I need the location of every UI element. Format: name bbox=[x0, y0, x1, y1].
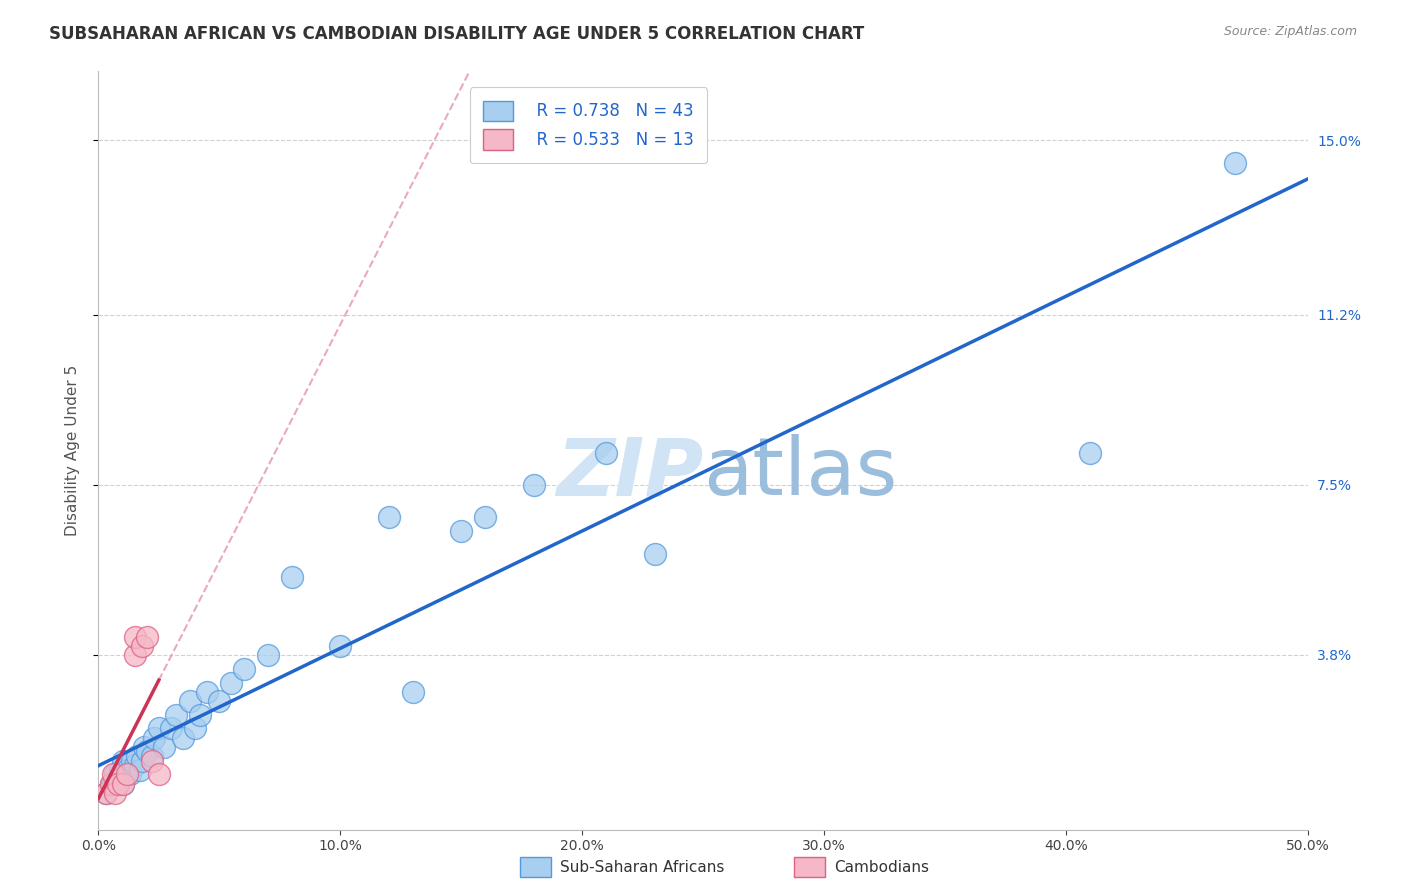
Text: atlas: atlas bbox=[703, 434, 897, 512]
Point bbox=[131, 639, 153, 653]
Point bbox=[474, 510, 496, 524]
Point bbox=[107, 776, 129, 790]
Point bbox=[111, 776, 134, 790]
Point bbox=[108, 763, 131, 777]
Point bbox=[104, 786, 127, 800]
Point bbox=[148, 767, 170, 781]
Point bbox=[100, 776, 122, 790]
Point bbox=[208, 694, 231, 708]
Point bbox=[221, 675, 243, 690]
Text: SUBSAHARAN AFRICAN VS CAMBODIAN DISABILITY AGE UNDER 5 CORRELATION CHART: SUBSAHARAN AFRICAN VS CAMBODIAN DISABILI… bbox=[49, 25, 865, 43]
Point bbox=[377, 510, 399, 524]
Point bbox=[1223, 156, 1246, 170]
Point bbox=[135, 630, 157, 644]
Y-axis label: Disability Age Under 5: Disability Age Under 5 bbox=[65, 365, 80, 536]
Legend:   R = 0.738   N = 43,   R = 0.533   N = 13: R = 0.738 N = 43, R = 0.533 N = 13 bbox=[470, 87, 707, 163]
Point bbox=[160, 722, 183, 736]
Point bbox=[128, 763, 150, 777]
Point bbox=[152, 739, 174, 754]
Text: Source: ZipAtlas.com: Source: ZipAtlas.com bbox=[1223, 25, 1357, 38]
Point bbox=[111, 776, 134, 790]
Point bbox=[117, 767, 139, 781]
Point bbox=[523, 478, 546, 492]
Point bbox=[127, 749, 149, 764]
Point bbox=[195, 684, 218, 698]
Point bbox=[101, 776, 124, 790]
Text: Cambodians: Cambodians bbox=[834, 861, 929, 875]
Point bbox=[135, 744, 157, 758]
Point bbox=[1078, 446, 1101, 460]
Point bbox=[117, 763, 139, 777]
Point bbox=[402, 684, 425, 698]
Point bbox=[94, 786, 117, 800]
Point bbox=[232, 662, 254, 676]
Point bbox=[281, 570, 304, 584]
Point bbox=[111, 754, 134, 768]
Point bbox=[143, 731, 166, 745]
Point bbox=[188, 707, 211, 722]
Point bbox=[141, 749, 163, 764]
Point bbox=[644, 547, 666, 561]
Point bbox=[107, 772, 129, 786]
Text: Sub-Saharan Africans: Sub-Saharan Africans bbox=[560, 861, 724, 875]
Point bbox=[131, 754, 153, 768]
Point bbox=[100, 776, 122, 790]
Point bbox=[329, 639, 352, 653]
Point bbox=[124, 630, 146, 644]
Point bbox=[179, 694, 201, 708]
Point bbox=[101, 767, 124, 781]
Point bbox=[134, 739, 156, 754]
Point bbox=[165, 707, 187, 722]
Point bbox=[104, 767, 127, 781]
Point bbox=[124, 758, 146, 772]
Point bbox=[121, 754, 143, 768]
Point bbox=[450, 524, 472, 538]
Point bbox=[148, 722, 170, 736]
Point bbox=[172, 731, 194, 745]
Point bbox=[256, 648, 278, 662]
Point bbox=[595, 446, 617, 460]
Point bbox=[118, 767, 141, 781]
Text: ZIP: ZIP bbox=[555, 434, 703, 512]
Point bbox=[124, 648, 146, 662]
Point bbox=[141, 754, 163, 768]
Point bbox=[94, 786, 117, 800]
Point bbox=[184, 722, 207, 736]
